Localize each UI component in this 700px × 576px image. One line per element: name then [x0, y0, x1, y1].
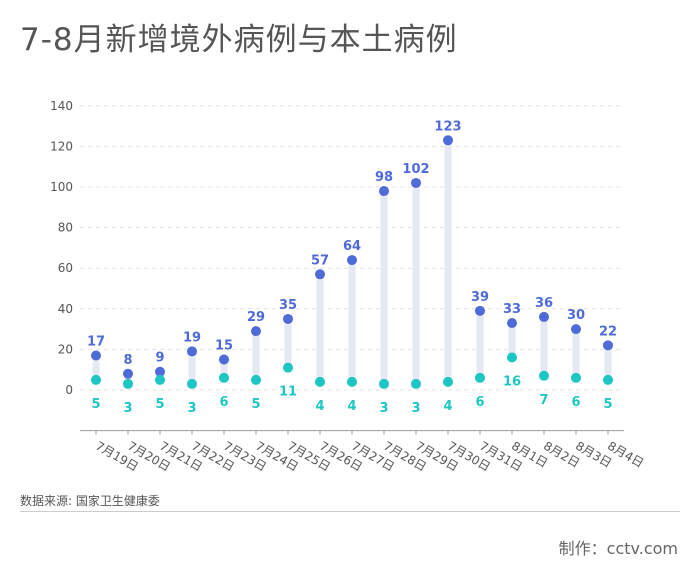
footer-divider — [20, 511, 680, 512]
imported-value-label: 15 — [215, 339, 233, 354]
imported-value-label: 30 — [567, 308, 585, 323]
y-tick-label: 80 — [58, 221, 73, 235]
imported-value-label: 9 — [155, 351, 164, 366]
local-dot — [315, 376, 325, 387]
imported-dot — [411, 177, 421, 188]
imported-dot — [379, 186, 389, 197]
local-value-label: 4 — [347, 399, 356, 414]
local-value-label: 6 — [571, 395, 580, 410]
y-tick-label: 100 — [50, 180, 73, 194]
y-tick-label: 40 — [58, 302, 73, 316]
local-dot — [123, 378, 133, 389]
imported-value-label: 19 — [183, 330, 201, 345]
local-value-label: 6 — [475, 395, 484, 410]
local-dot — [443, 376, 453, 387]
imported-dot — [187, 346, 197, 357]
local-dot — [475, 372, 485, 383]
local-dot — [251, 374, 261, 385]
local-dot — [539, 370, 549, 381]
local-value-label: 4 — [443, 399, 452, 414]
y-tick-label: 140 — [50, 99, 73, 113]
y-tick-label: 20 — [58, 342, 73, 356]
imported-dot — [123, 368, 133, 379]
local-dot — [603, 374, 613, 385]
local-value-label: 6 — [219, 395, 228, 410]
dot-plot-chart: 0204060801001201401757月19日837月20日957月21日… — [50, 99, 646, 474]
imported-dot — [347, 255, 357, 266]
imported-dot — [315, 269, 325, 280]
local-value-label: 5 — [251, 397, 260, 412]
x-tick-label: 8月4日 — [605, 439, 646, 471]
imported-dot — [91, 350, 101, 361]
imported-value-label: 36 — [535, 296, 553, 311]
local-value-label: 3 — [187, 401, 196, 416]
local-dot — [379, 378, 389, 389]
local-value-label: 11 — [279, 385, 297, 400]
imported-dot — [571, 324, 581, 335]
imported-dot — [507, 318, 517, 329]
imported-dot — [443, 135, 453, 146]
local-dot — [571, 372, 581, 383]
imported-value-label: 33 — [503, 302, 521, 317]
credit-note: 制作：cctv.com — [558, 539, 678, 558]
local-value-label: 5 — [91, 397, 100, 412]
local-dot — [187, 378, 197, 389]
imported-dot — [603, 340, 613, 351]
imported-value-label: 57 — [311, 253, 329, 268]
local-dot — [283, 362, 293, 373]
chart-title: 7-8月新增境外病例与本土病例 — [20, 22, 458, 58]
y-tick-label: 120 — [50, 139, 73, 153]
y-tick-label: 60 — [58, 261, 73, 275]
imported-dot — [155, 366, 165, 377]
local-dot — [91, 374, 101, 385]
imported-value-label: 35 — [279, 298, 297, 313]
imported-dot — [251, 326, 261, 337]
imported-dot — [283, 313, 293, 324]
local-dot — [219, 372, 229, 383]
local-value-label: 7 — [539, 393, 548, 408]
local-value-label: 3 — [379, 401, 388, 416]
y-tick-label: 0 — [65, 383, 73, 397]
local-value-label: 16 — [503, 375, 521, 390]
imported-value-label: 17 — [87, 334, 105, 349]
x-tick-label: 8月3日 — [573, 439, 614, 471]
local-value-label: 5 — [603, 397, 612, 412]
imported-value-label: 8 — [123, 353, 132, 368]
imported-dot — [219, 354, 229, 365]
local-value-label: 5 — [155, 397, 164, 412]
local-dot — [411, 378, 421, 389]
local-value-label: 4 — [315, 399, 324, 414]
imported-dot — [475, 305, 485, 316]
local-dot — [155, 374, 165, 385]
imported-value-label: 64 — [343, 239, 361, 254]
imported-value-label: 123 — [434, 119, 461, 134]
imported-value-label: 39 — [471, 290, 489, 305]
imported-value-label: 98 — [375, 170, 393, 185]
local-dot — [347, 376, 357, 387]
imported-value-label: 102 — [402, 162, 429, 177]
x-tick-label: 8月2日 — [541, 439, 582, 471]
imported-value-label: 22 — [599, 324, 617, 339]
local-value-label: 3 — [411, 401, 420, 416]
imported-value-label: 29 — [247, 310, 265, 325]
imported-dot — [539, 311, 549, 322]
data-source-note: 数据来源: 国家卫生健康委 — [20, 494, 160, 508]
local-dot — [507, 352, 517, 363]
local-value-label: 3 — [123, 401, 132, 416]
